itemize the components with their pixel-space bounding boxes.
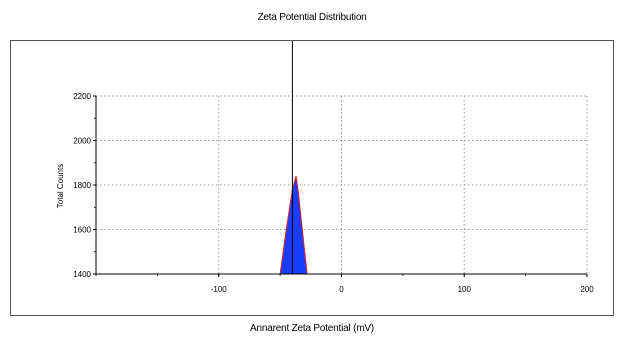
y-tick-label: 2200 (73, 92, 91, 101)
y-tick-label: 1600 (73, 226, 91, 235)
grid-lines (96, 95, 588, 274)
y-tick-label: 1400 (73, 270, 91, 279)
tick-labels: 1400 1600 1800 2000 2200 -100 0 100 200 (73, 92, 594, 294)
x-tick-label: -100 (211, 285, 228, 294)
y-tick-label: 1800 (73, 181, 91, 190)
y-axis-label: Total Counts (56, 164, 65, 208)
distribution-peak (279, 175, 308, 275)
x-tick-label: 200 (580, 285, 594, 294)
x-tick-label: 100 (458, 285, 472, 294)
x-axis-label: Annarent Zeta Potential (mV) (250, 323, 374, 334)
y-tick-label: 2000 (73, 137, 91, 146)
chart-title: Zeta Potential Distribution (257, 12, 367, 23)
plot-frame (10, 40, 614, 316)
x-tick-label: 0 (339, 285, 344, 294)
series-area (279, 175, 308, 275)
axes (93, 41, 588, 277)
